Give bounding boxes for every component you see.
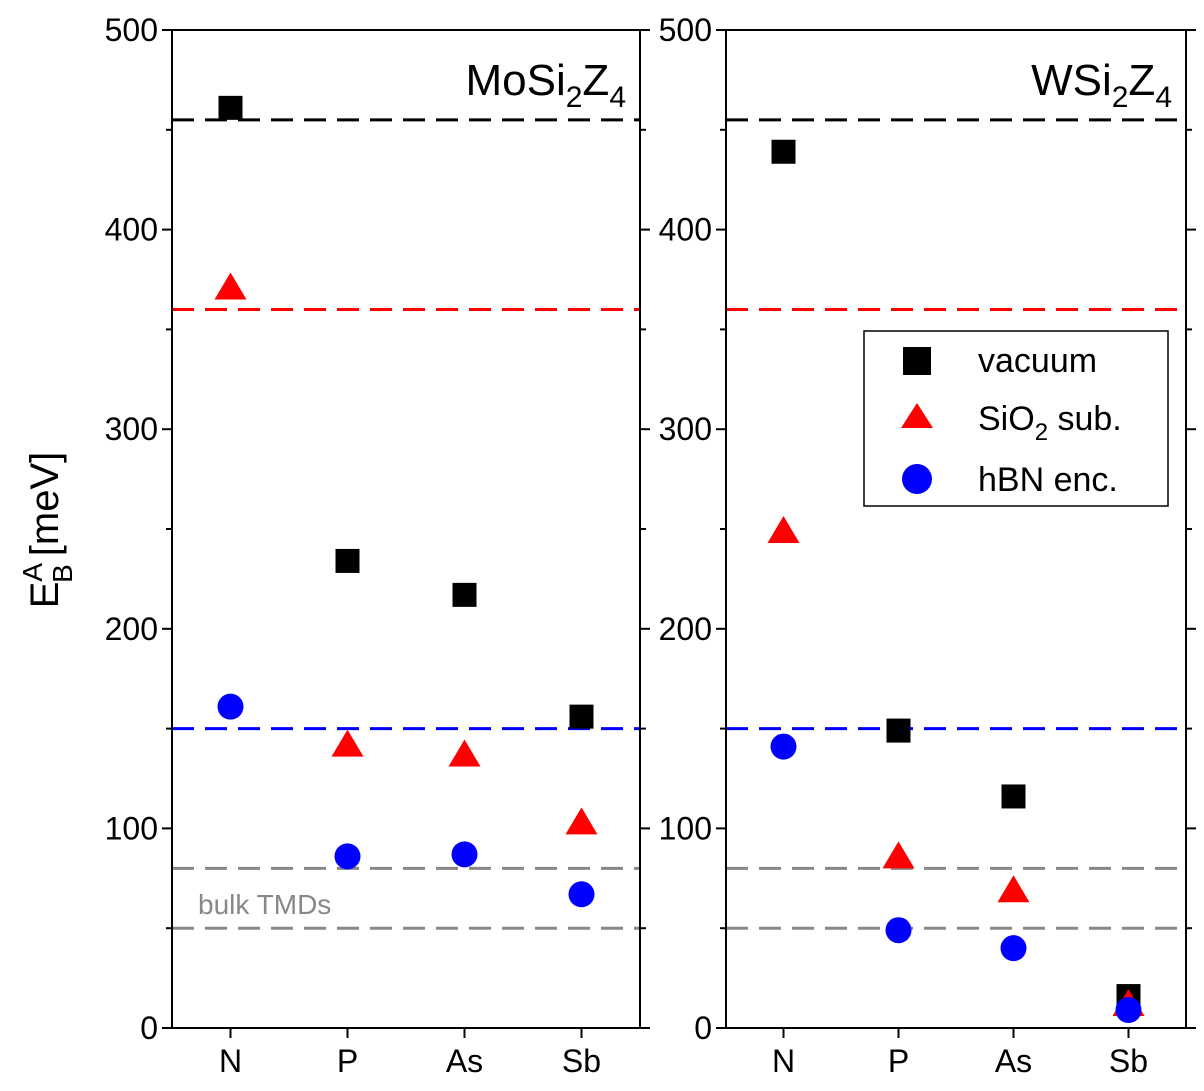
legend-marker-hbn (902, 464, 932, 494)
y-tick-label: 0 (140, 1010, 158, 1046)
plot-frame (725, 29, 1187, 1029)
panel-title-sub2: 4 (609, 81, 626, 114)
y-tick-label: 500 (105, 12, 158, 48)
x-tick-label: Sb (562, 1043, 601, 1079)
x-tick-label: As (995, 1043, 1032, 1079)
data-point-sio2-sub-p (882, 841, 915, 869)
data-point-hbn-enc-n (770, 733, 797, 760)
panel-title-mid: Z (582, 56, 609, 105)
x-tick-label: Sb (1109, 1043, 1148, 1079)
y-tick-label: 0 (694, 1010, 712, 1046)
data-point-hbn-enc-as (1000, 935, 1027, 962)
y-tick-label: 500 (659, 12, 712, 48)
legend: vacuum SiO2 sub. hBN enc. (863, 330, 1169, 507)
data-point-hbn-enc-p (885, 917, 912, 944)
data-point-sio2-sub-as (448, 739, 481, 767)
panel-title-mid: Z (1128, 56, 1155, 105)
bulk-tmds-annotation: bulk TMDs (198, 889, 331, 920)
panel-title: WSi2Z4 (1031, 56, 1172, 114)
data-point-hbn-enc-sb (568, 881, 595, 908)
data-point-hbn-enc-p (334, 843, 361, 870)
x-tick-label: As (446, 1043, 483, 1079)
data-point-vacuum-p (335, 548, 360, 573)
panel-title-main: WSi (1031, 56, 1112, 105)
x-tick-label: P (888, 1043, 909, 1079)
data-point-vacuum-n (218, 95, 243, 120)
legend-marker-vacuum (903, 347, 931, 375)
y-tick-label: 200 (659, 611, 712, 647)
panel-title-sub1: 2 (1112, 81, 1129, 114)
data-point-vacuum-n (771, 139, 796, 164)
y-axis-label-unit: [meV] (23, 452, 67, 556)
data-point-hbn-enc-as (451, 841, 478, 868)
y-axis-label-main: E (23, 582, 67, 609)
data-point-vacuum-p (886, 718, 911, 743)
legend-label-hbn: hBN enc. (978, 461, 1118, 499)
y-tick-label: 400 (659, 212, 712, 248)
y-tick-label: 200 (105, 611, 158, 647)
panel-wsi2z4: 0 100 200 300 400 500 N P As Sb WSi2Z4 vacuum SiO2… (659, 12, 1196, 1079)
data-point-sio2-sub-n (767, 515, 800, 543)
legend-marker-sio2 (901, 403, 933, 428)
y-tick-label: 300 (659, 411, 712, 447)
legend-label-vacuum: vacuum (978, 342, 1097, 380)
panel-title-main: MoSi (465, 56, 565, 105)
panel-mosi2z4: 0 100 200 300 400 500 N P As Sb MoSi2Z4 bulk TMDs (105, 12, 650, 1079)
svg-text:EAB[meV]: EAB [meV] (17, 452, 78, 609)
x-tick-label: P (337, 1043, 358, 1079)
y-tick-label: 400 (105, 212, 158, 248)
panel-title: MoSi2Z4 (465, 56, 626, 114)
data-point-sio2-sub-sb (565, 807, 598, 835)
data-point-vacuum-as (452, 582, 477, 607)
data-point-hbn-enc-n (217, 693, 244, 720)
data-point-sio2-sub-p (331, 729, 364, 757)
data-point-vacuum-sb (569, 704, 594, 729)
x-tick-label: N (219, 1043, 242, 1079)
y-tick-label: 100 (659, 810, 712, 846)
y-axis-label: EAB [meV] (17, 452, 78, 609)
data-point-hbn-enc-sb (1115, 997, 1142, 1024)
y-axis-label-sub: B (47, 564, 78, 583)
x-tick-label: N (772, 1043, 795, 1079)
y-tick-label: 100 (105, 810, 158, 846)
plot-frame (171, 29, 641, 1029)
legend-label-sio2: SiO2 sub. (978, 400, 1122, 446)
data-point-sio2-sub-n (214, 272, 247, 300)
y-axis-label-sup: A (17, 563, 48, 582)
data-point-vacuum-as (1001, 784, 1026, 809)
panel-title-sub2: 4 (1155, 81, 1172, 114)
data-point-sio2-sub-as (997, 875, 1030, 903)
panel-title-sub1: 2 (566, 81, 583, 114)
y-tick-label: 300 (105, 411, 158, 447)
